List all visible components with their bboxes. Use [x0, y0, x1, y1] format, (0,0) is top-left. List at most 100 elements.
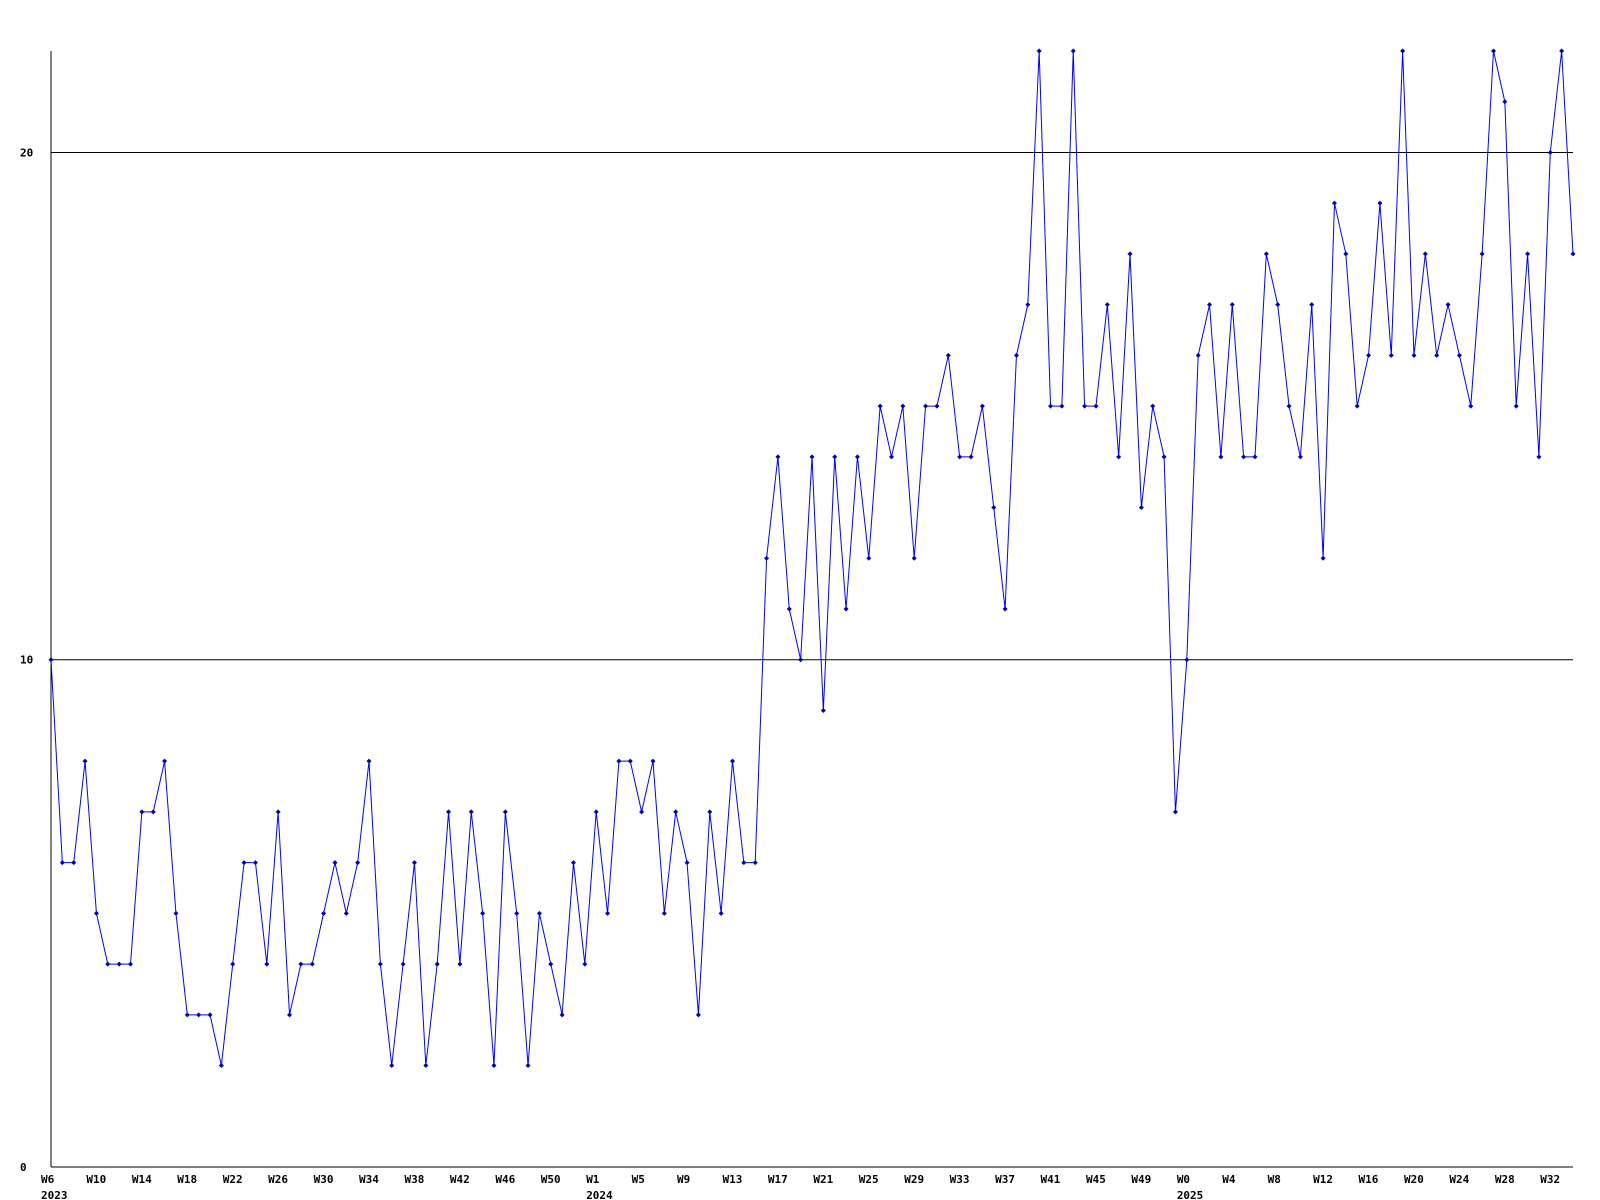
- data-point: [605, 910, 611, 916]
- data-point: [1388, 352, 1394, 358]
- data-point: [105, 961, 111, 967]
- data-point: [298, 961, 304, 967]
- data-point: [1116, 454, 1122, 460]
- data-point: [355, 860, 361, 866]
- x-tick-label: W17: [768, 1173, 788, 1186]
- data-point: [1002, 606, 1008, 612]
- data-point: [1070, 48, 1076, 54]
- data-point: [718, 910, 724, 916]
- data-point: [400, 961, 406, 967]
- x-tick-label: W41: [1041, 1173, 1061, 1186]
- data-point: [1150, 403, 1156, 409]
- x-tick-label: W46: [495, 1173, 515, 1186]
- data-point: [332, 860, 338, 866]
- x-tick-label: W8: [1268, 1173, 1281, 1186]
- data-point: [548, 961, 554, 967]
- data-point: [366, 758, 372, 764]
- data-point: [1275, 302, 1281, 308]
- y-tick-label: 20: [20, 146, 33, 159]
- data-point: [1207, 302, 1213, 308]
- data-point: [1036, 48, 1042, 54]
- data-point: [707, 809, 713, 815]
- data-point: [957, 454, 963, 460]
- data-point: [1422, 251, 1428, 257]
- data-point: [741, 860, 747, 866]
- data-point: [843, 606, 849, 612]
- data-point: [1241, 454, 1247, 460]
- data-point: [979, 403, 985, 409]
- data-point: [1161, 454, 1167, 460]
- data-point: [411, 860, 417, 866]
- data-point: [752, 860, 758, 866]
- x-tick-label: W38: [404, 1173, 424, 1186]
- data-point: [1434, 352, 1440, 358]
- data-point: [184, 1012, 190, 1018]
- data-point: [173, 910, 179, 916]
- data-point: [230, 961, 236, 967]
- data-point: [446, 809, 452, 815]
- data-point: [684, 860, 690, 866]
- data-point: [1172, 809, 1178, 815]
- x-tick-label: W26: [268, 1173, 288, 1186]
- data-point: [1343, 251, 1349, 257]
- data-point: [207, 1012, 213, 1018]
- data-point: [48, 657, 54, 663]
- data-point: [525, 1063, 531, 1069]
- x-tick-label: W28: [1495, 1173, 1515, 1186]
- data-point: [389, 1063, 395, 1069]
- data-point: [536, 910, 542, 916]
- x-tick-label: W42: [450, 1173, 470, 1186]
- x-tick-label: W1 2024: [586, 1173, 613, 1200]
- data-point: [309, 961, 315, 967]
- x-tick-label: W10: [86, 1173, 106, 1186]
- data-point: [514, 910, 520, 916]
- data-point: [1445, 302, 1451, 308]
- data-point: [1525, 251, 1531, 257]
- data-point: [1331, 200, 1337, 206]
- data-point: [1184, 657, 1190, 663]
- data-point: [798, 657, 804, 663]
- data-point: [1411, 352, 1417, 358]
- data-point: [1059, 403, 1065, 409]
- x-tick-label: W13: [722, 1173, 742, 1186]
- data-point: [559, 1012, 565, 1018]
- data-point: [1229, 302, 1235, 308]
- data-point: [1093, 403, 1099, 409]
- x-tick-label: W45: [1086, 1173, 1106, 1186]
- data-point: [673, 809, 679, 815]
- data-point: [150, 809, 156, 815]
- data-point: [854, 454, 860, 460]
- data-point: [1479, 251, 1485, 257]
- data-point: [457, 961, 463, 967]
- data-point: [1263, 251, 1269, 257]
- data-point: [71, 860, 77, 866]
- data-point: [218, 1063, 224, 1069]
- data-point: [1013, 352, 1019, 358]
- data-point: [1320, 555, 1326, 561]
- data-point: [1547, 149, 1553, 155]
- x-tick-label: W24: [1449, 1173, 1469, 1186]
- data-point: [343, 910, 349, 916]
- data-point: [1400, 48, 1406, 54]
- data-point: [1536, 454, 1542, 460]
- x-tick-label: W22: [223, 1173, 243, 1186]
- data-point: [275, 809, 281, 815]
- data-point: [491, 1063, 497, 1069]
- x-tick-label: W18: [177, 1173, 197, 1186]
- data-point: [1025, 302, 1031, 308]
- data-point: [321, 910, 327, 916]
- data-point: [1309, 302, 1315, 308]
- data-point: [911, 555, 917, 561]
- x-tick-label: W16: [1359, 1173, 1379, 1186]
- x-tick-label: W50: [541, 1173, 561, 1186]
- data-point: [968, 454, 974, 460]
- data-point: [934, 403, 940, 409]
- data-point: [1218, 454, 1224, 460]
- data-point: [877, 403, 883, 409]
- data-point: [820, 707, 826, 713]
- data-point: [1138, 505, 1144, 511]
- data-point: [1513, 403, 1519, 409]
- data-point: [1048, 403, 1054, 409]
- data-point: [423, 1063, 429, 1069]
